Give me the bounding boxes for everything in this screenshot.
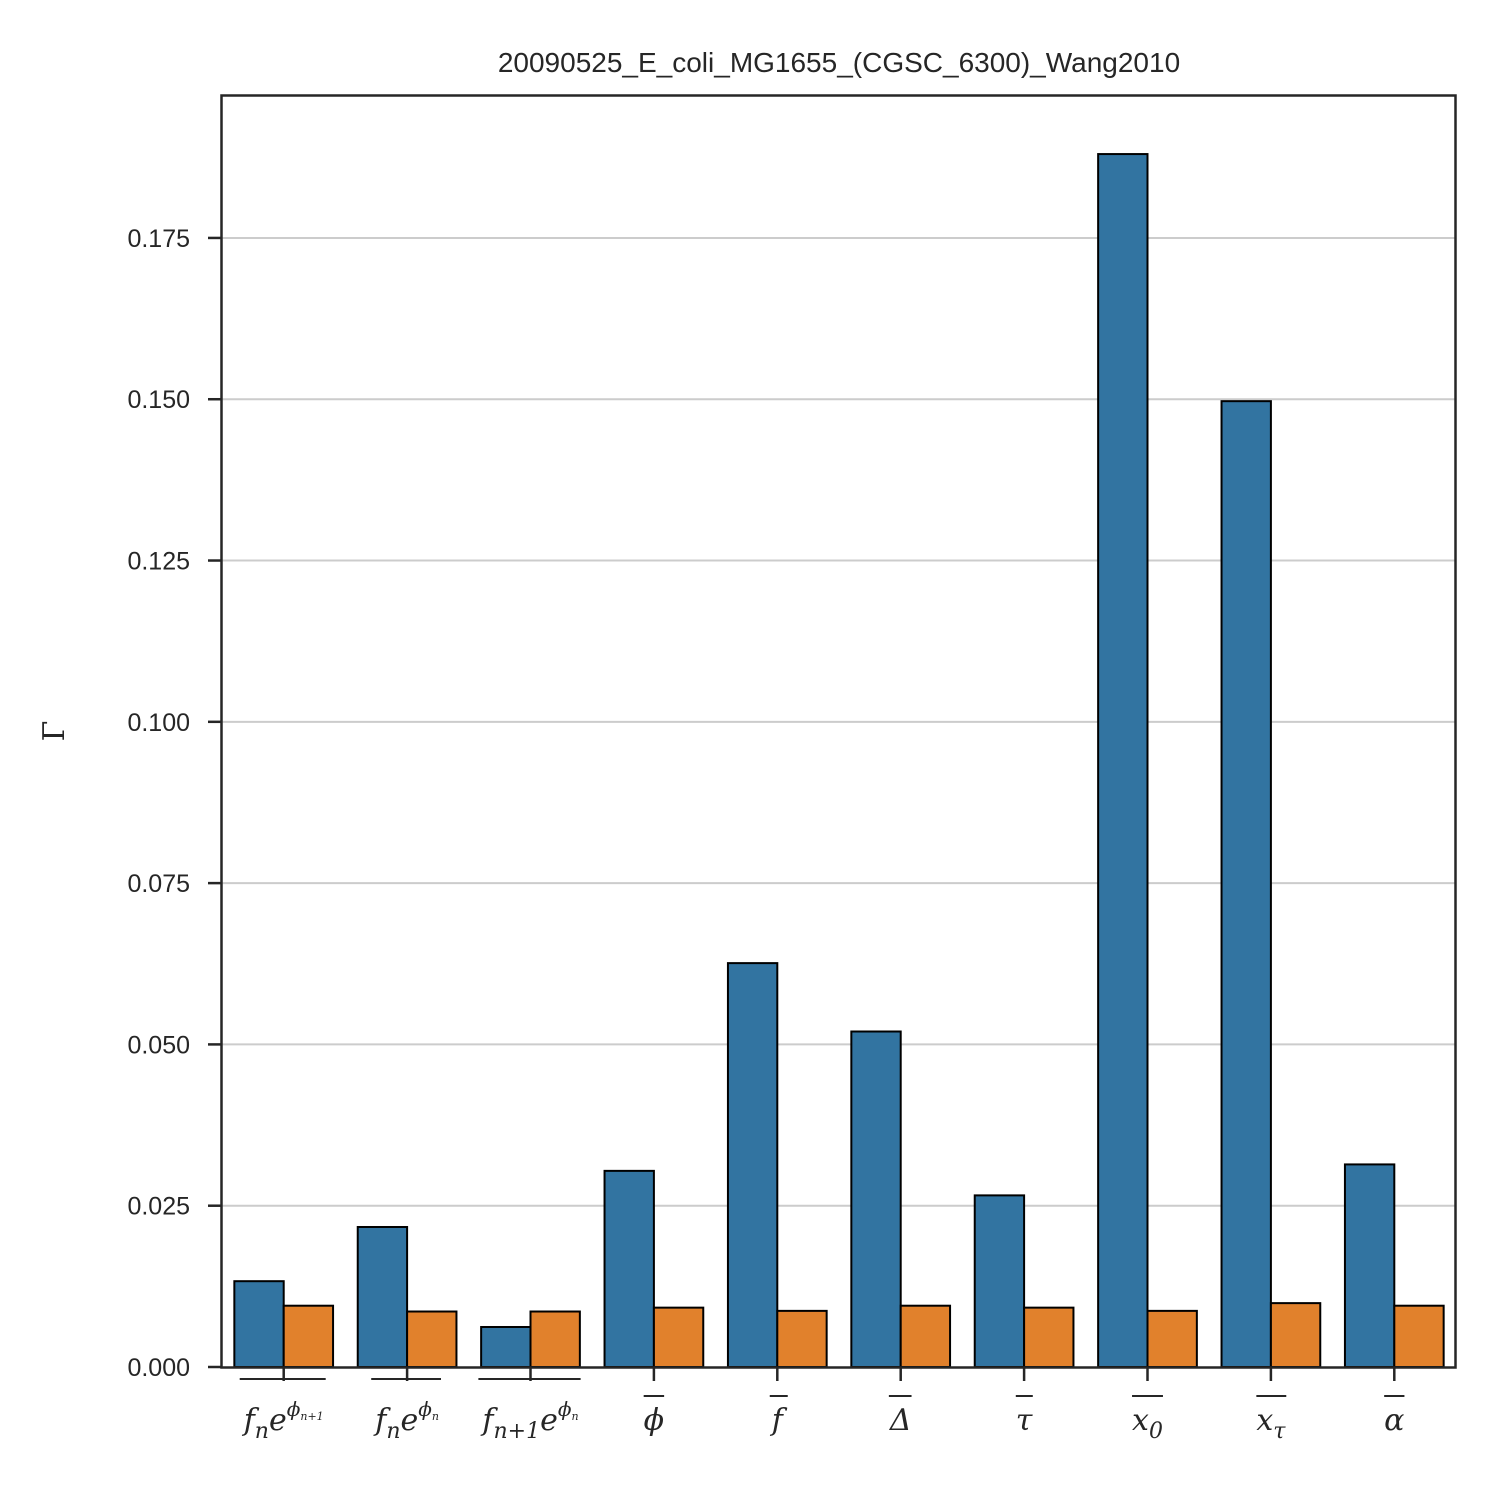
bar-series2 — [1146, 1309, 1198, 1368]
x-tick-label: τ — [1015, 1395, 1033, 1438]
bar-series2 — [1023, 1306, 1075, 1369]
bar-series1 — [726, 962, 779, 1368]
x-tick-label: ϕ — [643, 1395, 665, 1438]
y-tick-label: 0.075 — [127, 870, 190, 898]
x-tick-label: fneϕn+1 — [239, 1378, 326, 1444]
svg-text:fneϕn: fneϕn — [373, 1397, 439, 1444]
bar-series2 — [1393, 1304, 1445, 1369]
bar-series1 — [1097, 153, 1149, 1368]
bar-series1 — [480, 1325, 532, 1369]
bar-series1 — [233, 1280, 285, 1369]
svg-text:fneϕn+1: fneϕn+1 — [242, 1397, 324, 1444]
x-tick-label: fn+1eϕn — [478, 1378, 581, 1444]
x-tick-label: x0 — [1132, 1395, 1163, 1444]
bar-series1 — [973, 1194, 1026, 1368]
x-tick-label: xτ — [1256, 1395, 1287, 1444]
bar-series2 — [406, 1310, 458, 1369]
y-axis-ticks: 0.000 0.025 0.050 0.075 0.100 0.125 0.150 0.175 — [127, 225, 222, 1382]
y-tick-label: 0.025 — [127, 1193, 190, 1221]
x-tick-label: f — [769, 1395, 788, 1438]
y-tick-label: 0.000 — [127, 1354, 190, 1382]
svg-text:xτ: xτ — [1256, 1403, 1286, 1444]
y-tick-label: 0.125 — [127, 548, 190, 576]
svg-text:α: α — [1384, 1403, 1404, 1438]
bar-series2 — [1269, 1302, 1322, 1369]
bar-series2 — [652, 1306, 705, 1369]
svg-text:x0: x0 — [1132, 1403, 1163, 1444]
bar-series1 — [356, 1225, 409, 1369]
x-tick-label: fneϕn — [371, 1378, 441, 1444]
plot-frame — [220, 94, 1457, 1369]
svg-text:fn+1eϕn: fn+1eϕn — [480, 1397, 578, 1444]
y-axis-label: Γ — [37, 721, 72, 742]
y-tick-label: 0.175 — [127, 225, 190, 253]
svg-text:τ: τ — [1016, 1403, 1033, 1438]
x-tick-label: Δ — [888, 1395, 912, 1438]
svg-text:Δ: Δ — [889, 1403, 912, 1438]
bar-series2 — [529, 1310, 581, 1369]
y-tick-label: 0.050 — [127, 1031, 190, 1059]
bar-series1 — [603, 1169, 655, 1368]
svg-text:f: f — [770, 1403, 788, 1438]
gridlines — [222, 236, 1456, 1207]
x-tick-label: α — [1384, 1395, 1405, 1438]
y-tick-label: 0.150 — [127, 386, 190, 414]
bar-series2 — [776, 1309, 828, 1368]
y-tick-label: 0.100 — [127, 709, 190, 737]
bar-series2 — [282, 1304, 335, 1369]
bar-series1 — [1343, 1163, 1396, 1368]
svg-text:ϕ: ϕ — [644, 1403, 664, 1438]
bar-series1 — [1220, 400, 1272, 1369]
bar-series2 — [899, 1304, 952, 1369]
chart-title: 20090525_E_coli_MG1655_(CGSC_6300)_Wang2… — [498, 47, 1180, 78]
bars — [233, 153, 1445, 1369]
bar-series1 — [850, 1030, 902, 1368]
